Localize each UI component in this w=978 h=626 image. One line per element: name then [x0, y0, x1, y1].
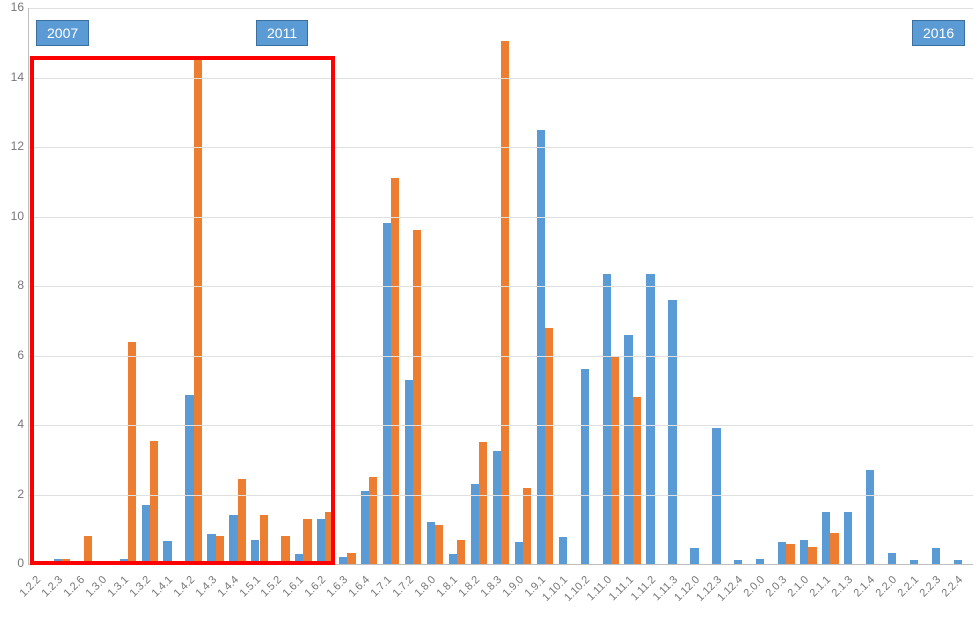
- bar: [545, 328, 553, 564]
- bar: [207, 534, 215, 564]
- y-tick-label: 12: [2, 139, 24, 153]
- bar: [251, 540, 259, 564]
- gridline: [29, 286, 973, 287]
- bar: [668, 300, 676, 564]
- bar: [778, 542, 786, 564]
- y-tick-label: 2: [2, 487, 24, 501]
- bar: [786, 544, 794, 564]
- bar: [128, 342, 136, 564]
- bar: [325, 512, 333, 564]
- bar: [449, 554, 457, 564]
- bar: [457, 540, 465, 564]
- y-tick-label: 14: [2, 70, 24, 84]
- y-tick-label: 0: [2, 556, 24, 570]
- bar: [238, 479, 246, 564]
- bar: [932, 548, 940, 564]
- bar: [142, 505, 150, 564]
- bar: [646, 274, 654, 564]
- bar: [216, 536, 224, 564]
- gridline: [29, 8, 973, 9]
- y-tick-label: 4: [2, 417, 24, 431]
- bar: [471, 484, 479, 564]
- bar: [347, 553, 355, 564]
- gridline: [29, 356, 973, 357]
- bar: [260, 515, 268, 564]
- bar: [830, 533, 838, 564]
- bar: [303, 519, 311, 564]
- bar: [515, 542, 523, 564]
- bar: [391, 178, 399, 564]
- bar: [369, 477, 377, 564]
- bar: [712, 428, 720, 564]
- bar: [163, 541, 171, 564]
- bar: [317, 519, 325, 564]
- bar: [194, 57, 202, 564]
- bar: [150, 441, 158, 564]
- bar: [822, 512, 830, 564]
- bar: [84, 536, 92, 564]
- y-tick-label: 8: [2, 278, 24, 292]
- year-badge: 2011: [256, 20, 308, 46]
- bar: [888, 553, 896, 564]
- version-bar-chart: 0246810121416 1.2.21.2.31.2.61.3.01.3.11…: [0, 0, 978, 626]
- bar: [844, 512, 852, 564]
- plot-area: [28, 8, 973, 565]
- gridline: [29, 217, 973, 218]
- bar: [229, 515, 237, 564]
- bar: [427, 522, 435, 564]
- gridline: [29, 564, 973, 565]
- y-tick-label: 16: [2, 0, 24, 14]
- bar: [808, 547, 816, 564]
- y-tick-label: 6: [2, 348, 24, 362]
- bar: [435, 525, 443, 564]
- bar: [581, 369, 589, 564]
- bar: [405, 380, 413, 564]
- bar: [611, 357, 619, 564]
- bar: [800, 540, 808, 564]
- bar: [624, 335, 632, 564]
- bar: [559, 537, 567, 564]
- bar: [281, 536, 289, 564]
- bar: [537, 130, 545, 564]
- y-tick-label: 10: [2, 209, 24, 223]
- bar: [493, 451, 501, 564]
- gridline: [29, 495, 973, 496]
- bar: [690, 548, 698, 564]
- bar: [295, 554, 303, 564]
- bar: [603, 274, 611, 564]
- bar: [383, 223, 391, 564]
- bar: [339, 557, 347, 564]
- bar: [501, 41, 509, 564]
- bar: [866, 470, 874, 564]
- bar: [361, 491, 369, 564]
- bar: [479, 442, 487, 564]
- bar: [185, 395, 193, 564]
- bar: [413, 230, 421, 564]
- gridline: [29, 147, 973, 148]
- year-badge: 2016: [912, 20, 965, 46]
- gridline: [29, 425, 973, 426]
- bar: [633, 397, 641, 564]
- bar: [523, 488, 531, 564]
- gridline: [29, 78, 973, 79]
- year-badge: 2007: [36, 20, 89, 46]
